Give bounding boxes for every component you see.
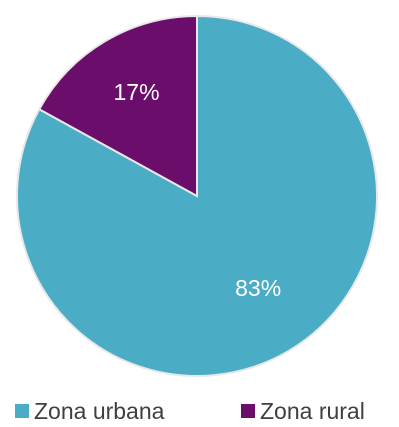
legend-item-zona-urbana: Zona urbana [15, 396, 164, 426]
legend-item-zona-rural: Zona rural [241, 396, 365, 426]
pie-chart: 83% 17% [16, 14, 378, 377]
pie-slice-zona-rural [37, 14, 198, 198]
data-label-zona-urbana: 83% [235, 275, 281, 301]
pie-slice-zona-urbana [16, 14, 378, 377]
legend-label-zona-urbana: Zona urbana [34, 397, 165, 424]
pie-slices [16, 14, 378, 377]
pie-data-labels: 83% 17% [114, 79, 282, 301]
legend-label-zona-rural: Zona rural [260, 397, 365, 424]
legend-swatch-zona-rural [241, 404, 255, 418]
legend-swatch-zona-urbana [15, 404, 29, 418]
chart-legend: Zona urbana Zona rural [0, 396, 399, 426]
data-label-zona-rural: 17% [114, 79, 160, 105]
